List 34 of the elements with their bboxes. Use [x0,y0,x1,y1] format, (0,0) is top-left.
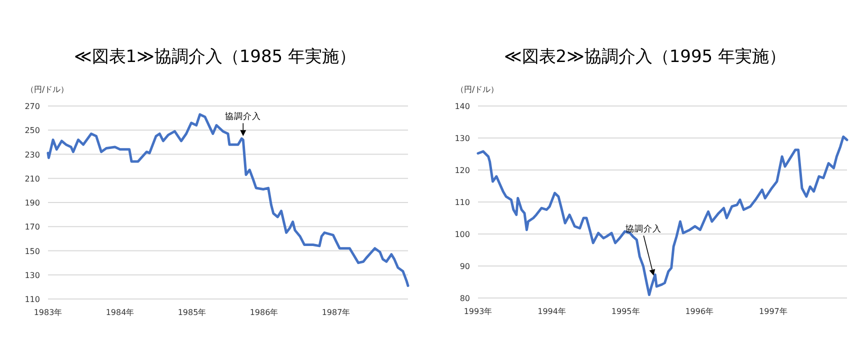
x-tick-label: 1984年 [106,308,134,317]
y-axis-title: （円/ドル） [456,85,499,94]
y-tick-label: 110 [454,198,470,207]
y-tick-label: 140 [454,102,470,111]
y-tick-label: 250 [24,126,40,136]
line-series [476,135,848,296]
x-tick-label: 1994年 [538,307,566,316]
chart-title: ≪図表1≫協調介入（1985 年実施） [74,47,356,67]
x-tick-label: 1985年 [178,308,206,317]
y-axis-title: （円/ドル） [26,85,69,94]
y-tick-label: 210 [24,174,40,184]
y-tick-label: 150 [24,246,40,256]
y-tick-label: 80 [460,294,470,303]
y-tick-label: 170 [24,222,40,232]
y-tick-label: 230 [24,150,40,160]
y-tick-label: 190 [24,198,40,208]
y-tick-label: 110 [24,295,40,304]
x-tick-label: 1997年 [759,307,788,316]
annotation: 協調介入 [626,224,662,235]
x-tick-label: 1987年 [322,308,350,317]
x-tick-label: 1995年 [611,307,640,316]
x-tick-label: 1993年 [464,307,492,316]
line-series [46,113,410,287]
y-tick-label: 130 [24,270,40,280]
chart-title: ≪図表2≫協調介入（1995 年実施） [504,47,786,67]
annotation: 協調介入 [225,111,262,122]
x-tick-label: 1996年 [685,307,714,316]
y-tick-label: 130 [454,134,470,143]
y-tick-label: 120 [454,166,470,175]
y-tick-label: 90 [460,262,470,271]
x-tick-label: 1983年 [34,308,62,317]
y-tick-label: 270 [24,102,40,111]
y-tick-label: 100 [454,230,470,239]
x-tick-label: 1986年 [250,308,278,317]
